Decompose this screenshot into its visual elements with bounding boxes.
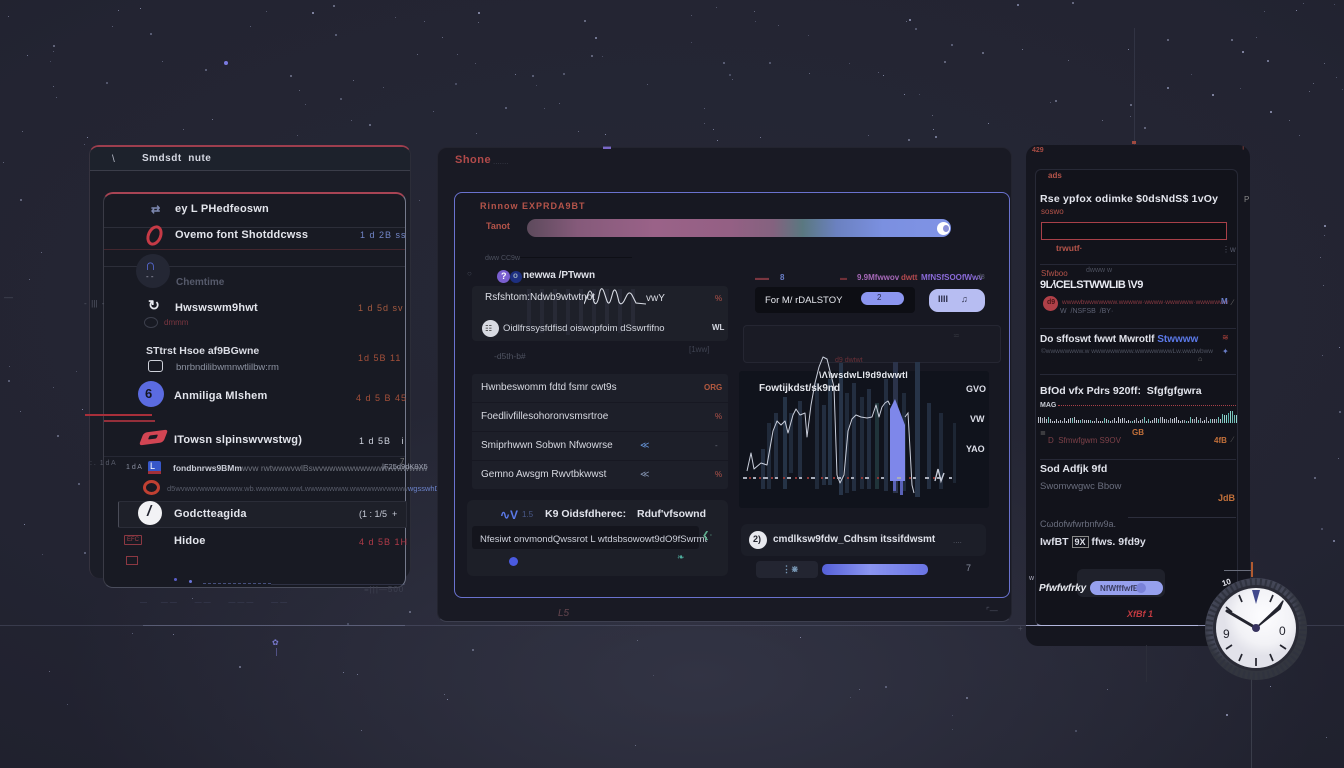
svg-text:9: 9 — [1223, 627, 1230, 641]
svg-text:0: 0 — [1279, 624, 1286, 638]
